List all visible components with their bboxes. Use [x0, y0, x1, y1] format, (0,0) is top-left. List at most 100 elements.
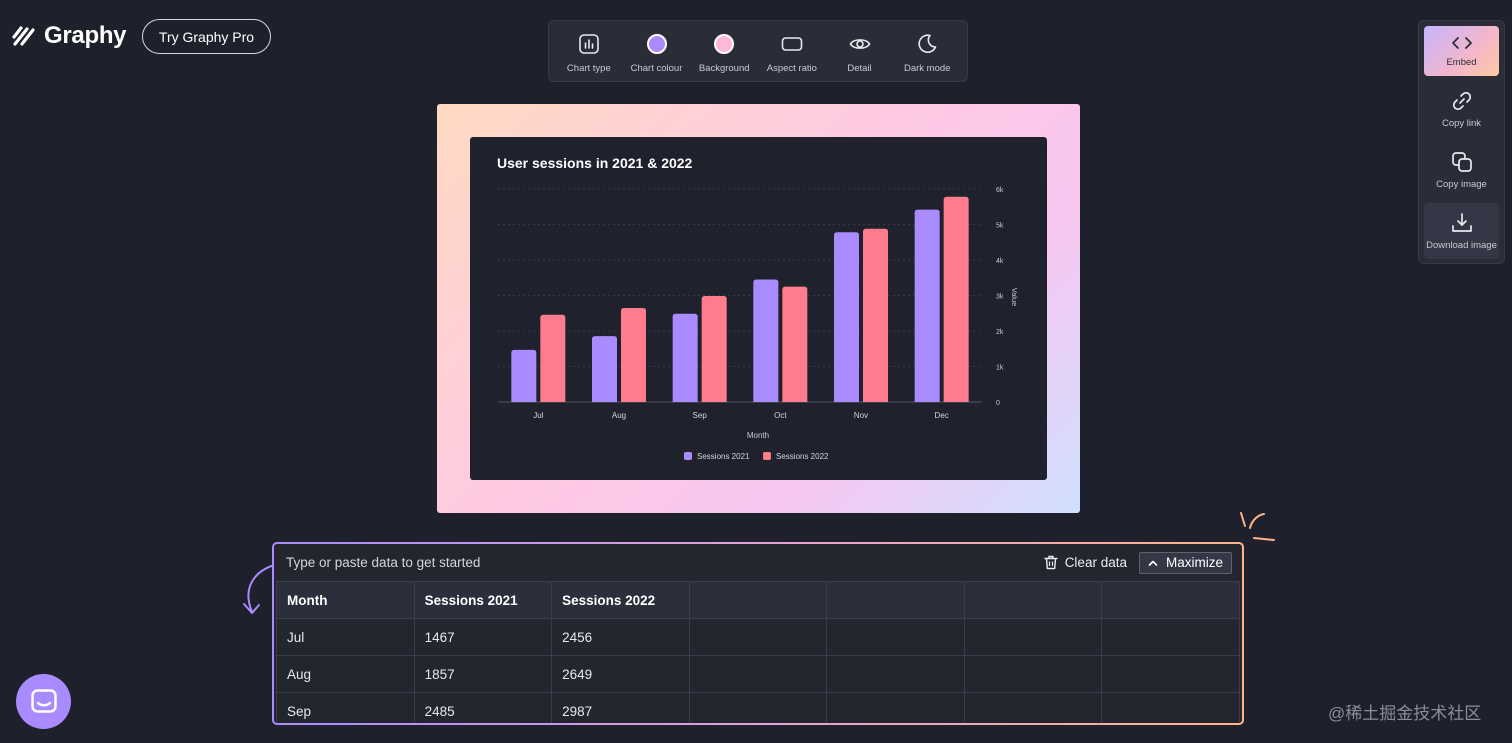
y-tick-label: 3k [996, 294, 1004, 301]
table-cell[interactable] [826, 618, 965, 656]
chart-colour-label: Chart colour [630, 63, 683, 74]
code-icon [1451, 36, 1472, 49]
legend-label: Sessions 2022 [776, 452, 829, 461]
bar [621, 307, 646, 402]
chart-toolbar: Chart type Chart colour Background Aspec… [548, 20, 968, 82]
y-axis-label: Value [1010, 288, 1019, 307]
table-cell[interactable] [963, 655, 1103, 693]
graphy-logo-icon [12, 26, 35, 46]
table-cell[interactable] [688, 692, 828, 723]
table-cell[interactable]: 2987 [551, 692, 690, 723]
header-cell[interactable]: Month [276, 581, 415, 619]
background-label: Background [698, 63, 750, 74]
x-tick-label: Aug [612, 411, 626, 420]
table-cell[interactable]: 2649 [551, 655, 690, 693]
graphy-logo[interactable]: Graphy [12, 22, 127, 50]
dark-mode-button[interactable]: Dark mode [893, 21, 961, 81]
table-cell[interactable]: Aug [276, 655, 415, 693]
dark-mode-label: Dark mode [903, 63, 951, 74]
table-cell[interactable] [1101, 692, 1240, 723]
chevron-up-icon [1148, 560, 1158, 566]
table-row: Jul 1467 2456 [276, 618, 1240, 656]
trash-icon [1043, 555, 1058, 570]
x-tick-label: Nov [854, 411, 868, 420]
bar [540, 314, 566, 402]
header-cell[interactable]: Sessions 2021 [413, 581, 553, 619]
data-editor-panel: Type or paste data to get started Clear … [272, 542, 1244, 725]
y-tick-label: 0 [996, 400, 1000, 407]
copy-link-label: Copy link [1441, 117, 1482, 129]
eye-icon [849, 39, 870, 49]
bar [782, 286, 808, 402]
data-table: Month Sessions 2021 Sessions 2022 Jul 14… [276, 581, 1240, 723]
table-cell[interactable]: 1857 [413, 655, 553, 693]
table-cell[interactable] [1101, 618, 1240, 656]
x-axis-label: Month [747, 431, 769, 440]
copy-image-button[interactable]: Copy image [1424, 142, 1499, 198]
y-tick-label: 4k [996, 258, 1004, 265]
header-cell[interactable] [963, 581, 1103, 619]
aspect-ratio-icon [781, 37, 803, 51]
x-tick-label: Jul [533, 411, 543, 420]
data-panel-header: Type or paste data to get started Clear … [274, 544, 1242, 581]
bar [592, 336, 617, 402]
bar [914, 209, 940, 402]
download-image-button[interactable]: Download image [1424, 203, 1499, 259]
table-cell[interactable] [826, 692, 965, 723]
table-cell[interactable] [1101, 655, 1240, 693]
table-cell[interactable] [963, 692, 1103, 723]
x-tick-label: Oct [774, 411, 787, 420]
table-cell[interactable]: Sep [276, 692, 415, 723]
header-cell[interactable] [1101, 581, 1240, 619]
table-row: Sep 2485 2987 [276, 692, 1240, 723]
table-row: Aug 1857 2649 [276, 655, 1240, 693]
copy-link-button[interactable]: Copy link [1424, 81, 1499, 137]
chart-colour-button[interactable]: Chart colour [623, 21, 691, 81]
embed-button[interactable]: Embed [1424, 26, 1499, 76]
maximize-button[interactable]: Maximize [1138, 551, 1232, 574]
download-icon [1451, 212, 1472, 232]
table-cell[interactable]: 2485 [413, 692, 553, 723]
bar [943, 196, 969, 402]
try-graphy-pro-button[interactable]: Try Graphy Pro [142, 19, 271, 54]
table-cell[interactable] [688, 618, 828, 656]
header-cell[interactable] [688, 581, 828, 619]
chart-card: 0 1k 2k 3k 4k 5k 6k Value Jul Aug Sep Oct Nov Dec Mont… [470, 137, 1047, 480]
table-cell[interactable] [963, 618, 1103, 656]
y-tick-label: 5k [996, 223, 1004, 230]
chart-frame: 0 1k 2k 3k 4k 5k 6k Value Jul Aug Sep Oct Nov Dec Mont… [437, 104, 1080, 513]
clear-data-button[interactable]: Clear data [1043, 555, 1127, 570]
chat-launcher-button[interactable] [16, 674, 71, 729]
bar [511, 349, 537, 402]
legend-label: Sessions 2021 [697, 452, 750, 461]
copy-image-label: Copy image [1436, 178, 1487, 190]
bar [672, 313, 698, 402]
moon-icon [918, 34, 937, 53]
chart-type-icon [579, 34, 599, 54]
table-cell[interactable] [688, 655, 828, 693]
legend-swatch [684, 452, 692, 460]
embed-label: Embed [1446, 56, 1477, 68]
header-cell[interactable]: Sessions 2022 [551, 581, 690, 619]
header-cell[interactable] [826, 581, 965, 619]
logo-text: Graphy [44, 22, 127, 49]
bar [701, 295, 727, 402]
link-icon [1452, 91, 1471, 110]
x-tick-label: Dec [935, 411, 949, 420]
legend-swatch [763, 452, 771, 460]
chart-colour-swatch [646, 34, 667, 54]
detail-label: Detail [847, 63, 872, 74]
table-cell[interactable]: 2456 [551, 618, 690, 656]
chat-icon [30, 688, 57, 713]
aspect-ratio-label: Aspect ratio [766, 63, 817, 74]
table-cell[interactable] [826, 655, 965, 693]
table-cell[interactable]: Jul [276, 618, 415, 656]
data-panel-actions: Clear data Maximize [1043, 551, 1232, 574]
aspect-ratio-button[interactable]: Aspect ratio [758, 21, 826, 81]
detail-button[interactable]: Detail [826, 21, 894, 81]
background-button[interactable]: Background [690, 21, 758, 81]
chart-type-button[interactable]: Chart type [555, 21, 623, 81]
table-cell[interactable]: 1467 [413, 618, 553, 656]
bar [863, 228, 888, 402]
table-header-row: Month Sessions 2021 Sessions 2022 [276, 581, 1240, 619]
